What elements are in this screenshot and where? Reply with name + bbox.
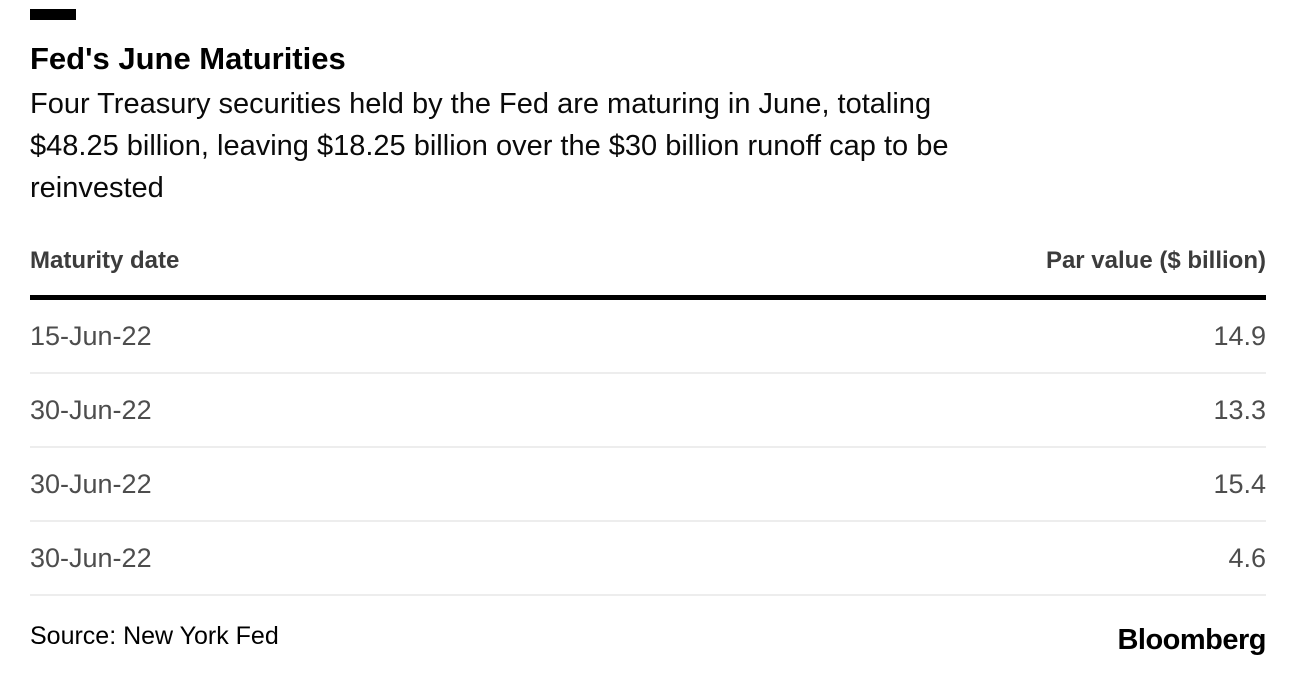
chart-subtitle-line: Four Treasury securities held by the Fed… (30, 88, 932, 120)
par-value-cell: 4.6 (1228, 542, 1266, 573)
table-header-rule (30, 295, 1266, 300)
table-row: 15-Jun-22 14.9 (30, 300, 1266, 374)
table-header-row: Maturity date Par value ($ billion) (0, 247, 1296, 275)
maturity-date-cell: 30-Jun-22 (30, 394, 152, 425)
chart-subtitle-line: reinvested (30, 172, 164, 204)
maturity-date-cell: 30-Jun-22 (30, 468, 152, 499)
brand-key-bar (30, 9, 76, 20)
par-value-cell: 14.9 (1213, 320, 1266, 351)
source-label: Source: New York Fed (30, 622, 279, 650)
column-header-maturity-date: Maturity date (30, 247, 180, 274)
maturity-date-cell: 15-Jun-22 (30, 320, 152, 351)
par-value-cell: 13.3 (1213, 394, 1266, 425)
table-row: 30-Jun-22 15.4 (30, 448, 1266, 522)
table-row: 30-Jun-22 13.3 (30, 374, 1266, 448)
bloomberg-logo: Bloomberg (1117, 624, 1266, 656)
chart-title: Fed's June Maturities (30, 41, 346, 76)
table-body: 15-Jun-22 14.9 30-Jun-22 13.3 30-Jun-22 … (0, 300, 1296, 596)
maturity-date-cell: 30-Jun-22 (30, 542, 152, 573)
column-header-par-value: Par value ($ billion) (1045, 247, 1266, 274)
chart-footer: Source: New York Fed Bloomberg (30, 596, 1266, 656)
chart-subtitle-line: $48.25 billion, leaving $18.25 billion o… (30, 130, 949, 162)
par-value-cell: 15.4 (1213, 468, 1266, 499)
chart-subtitle: Four Treasury securities held by the Fed… (0, 76, 1296, 209)
table-row: 30-Jun-22 4.6 (30, 522, 1266, 596)
